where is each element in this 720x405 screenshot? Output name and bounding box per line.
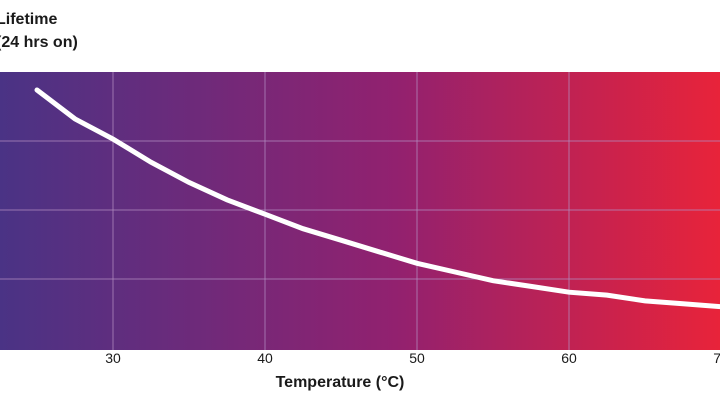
x-tick-label: 60 <box>561 350 577 366</box>
x-tick-label: 50 <box>409 350 425 366</box>
x-axis-ticks: 30 40 50 60 70 <box>105 350 720 366</box>
x-tick-label: 70 <box>713 350 720 366</box>
x-tick-label: 30 <box>105 350 121 366</box>
y-axis-title-line-1: Lifetime <box>0 11 57 28</box>
lifetime-curve <box>34 87 720 310</box>
y-axis-title-line-2: (24 hrs on) <box>0 34 78 51</box>
x-axis-title: Temperature (°C) <box>276 374 405 391</box>
plot-area <box>0 72 720 350</box>
x-tick-label: 40 <box>257 350 273 366</box>
grid-lines <box>0 72 720 350</box>
